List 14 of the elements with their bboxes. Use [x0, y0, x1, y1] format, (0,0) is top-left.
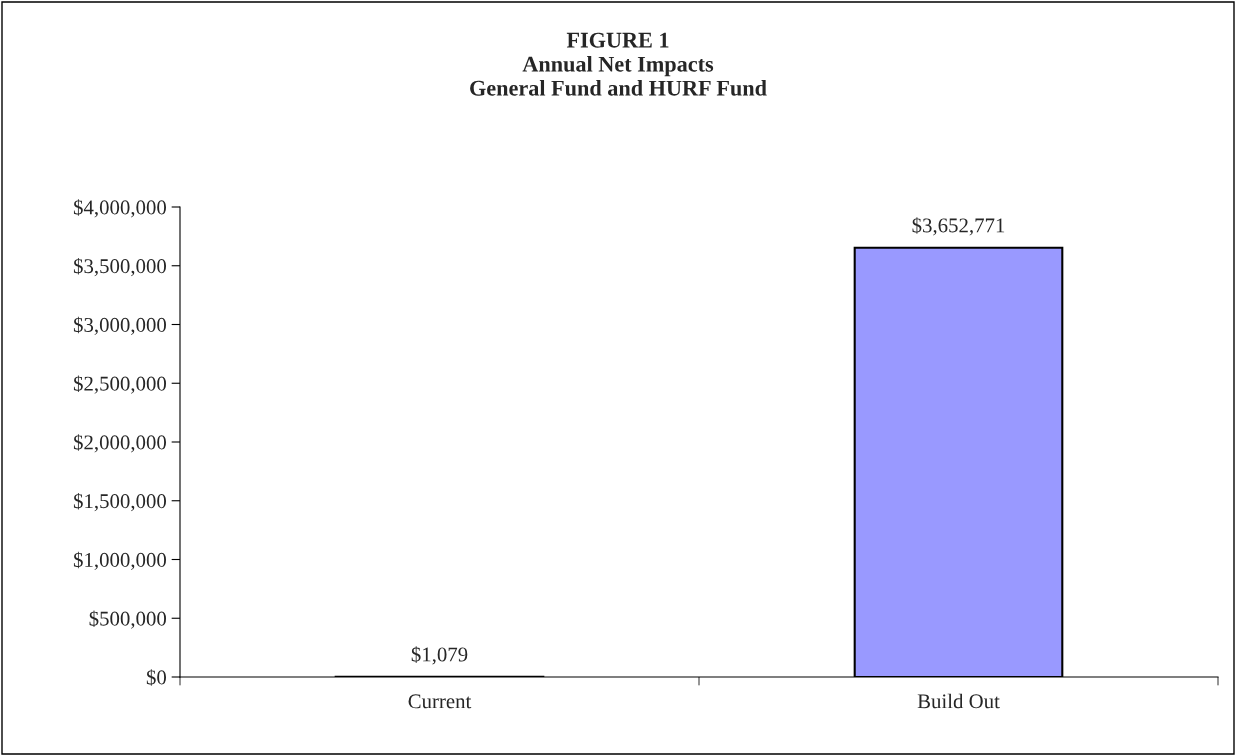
y-tick-label: $3,500,000 — [73, 257, 167, 277]
y-tick-label: $1,500,000 — [73, 492, 167, 512]
y-tick-label: $3,000,000 — [73, 316, 167, 335]
y-tick-label: $4,000,000 — [73, 199, 167, 218]
x-tick-label: Build Out — [917, 693, 1000, 709]
x-tick-label: Current — [408, 694, 472, 709]
y-tick-label: $1,000,000 — [73, 551, 167, 570]
data-label: $1,079 — [411, 646, 468, 665]
chart-title: FIGURE 1 Annual Net Impacts General Fund and HURF Fund — [470, 32, 767, 96]
data-label: $3,652,771 — [912, 217, 1005, 236]
y-tick-label: $500,000 — [89, 610, 167, 629]
y-tick-label: $2,500,000 — [73, 375, 167, 394]
y-tick-label: $0 — [146, 669, 167, 686]
y-tick-label: $2,000,000 — [73, 434, 167, 453]
